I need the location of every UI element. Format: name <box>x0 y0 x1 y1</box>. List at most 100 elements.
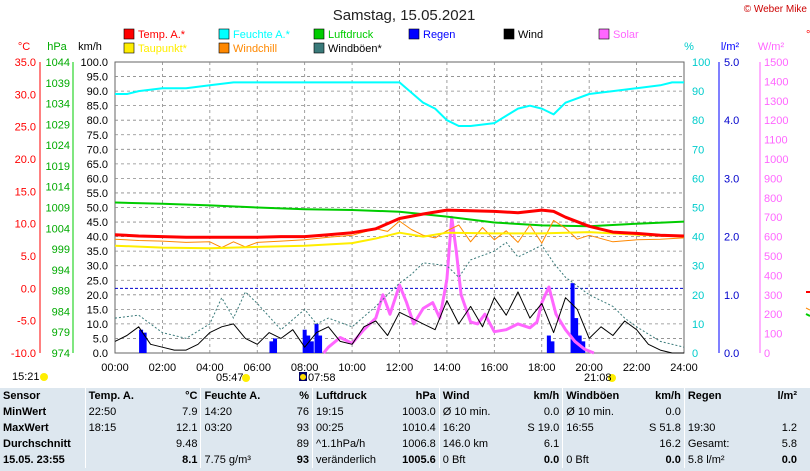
wind-tick-label: 85.0 <box>87 101 108 113</box>
x-tick-label: 10:00 <box>338 362 366 374</box>
solar-tick-label: 700 <box>764 212 782 224</box>
table-cell: 03:20 <box>200 420 276 436</box>
legend-label-2: Luftdruck <box>328 29 374 41</box>
table-cell: 146.0 km <box>438 436 514 452</box>
wind-tick-label: 15.0 <box>87 304 108 316</box>
chart-legend: Temp. A.* Feuchte A.* Luftdruck Regen Wind So… <box>123 28 639 55</box>
axis-unit-labels: °C hPa km/h % l/m² W/m² <box>18 41 785 53</box>
table-row: Durchschnitt 9.48 89 ^1.1hPa/h 1006.8 146.0 k… <box>0 436 800 452</box>
rain-bar <box>142 332 147 353</box>
table-cell <box>754 404 800 420</box>
table-cell: 0.0 <box>665 454 681 466</box>
rain-tick-label: 3.0 <box>724 173 739 185</box>
table-cell: 14:20 <box>200 404 276 420</box>
wind-tick-label: 30.0 <box>87 261 108 273</box>
table-cell: 12.1 <box>176 422 198 434</box>
humidity-tick-label: 90 <box>692 86 704 98</box>
solar-tick-label: 1200 <box>764 115 788 127</box>
wind-tick-label: 55.0 <box>87 188 108 200</box>
table-cell: 93 <box>296 422 310 434</box>
table-row: MaxWert 18:15 12.1 03:20 93 00:25 1010.4 16:20 S… <box>0 420 800 436</box>
legend-swatch-8 <box>313 42 325 54</box>
solar-unit-label: W/m² <box>758 41 785 53</box>
pressure-tick-label: 994 <box>52 265 70 277</box>
series-wind <box>114 291 684 354</box>
rain-bar <box>574 318 579 353</box>
pressure-tick-label: 1014 <box>46 182 70 194</box>
table-cell: 76 <box>296 406 310 418</box>
solar-tick-label: 1400 <box>764 76 788 88</box>
temp-tick-label: 35.0 <box>15 57 36 69</box>
x-tick-label: 12:00 <box>386 362 414 374</box>
table-header-row: Sensor Temp. A. °C Feuchte A.% Luftdruck hPa W… <box>0 388 800 404</box>
solar-tick-label: 900 <box>764 173 782 185</box>
rain-tick-label: 2.0 <box>724 232 739 244</box>
table-cell: 5.8 <box>781 438 797 450</box>
table-cell: 7.75 g/m³ <box>200 452 276 468</box>
table-cell: km/h <box>655 390 681 402</box>
table-cell: 0 Bft <box>438 452 514 468</box>
table-cell: 7.9 <box>182 406 198 418</box>
legend-swatch-3 <box>408 28 420 40</box>
table-cell: 9.48 <box>176 438 198 450</box>
table-cell: 16.2 <box>659 438 681 450</box>
wind-tick-label: 60.0 <box>87 173 108 185</box>
wind-tick-label: 35.0 <box>87 246 108 258</box>
table-cell: 89 <box>296 438 310 450</box>
legend-label-0: Temp. A.* <box>138 29 186 41</box>
rain-bar <box>570 283 575 353</box>
pressure-tick-label: 1034 <box>46 99 70 111</box>
legend-swatch-0 <box>123 28 135 40</box>
chart-axes: 35.0 30.0 25.0 20.0 15.0 10.0 5.0 0.0 -5.0 -10.0 1… <box>11 57 789 374</box>
wind-tick-label: 5.0 <box>93 333 108 345</box>
table-cell: ^1.1hPa/h <box>312 436 389 452</box>
chart-plot-area <box>114 81 685 355</box>
rain-bar <box>318 335 323 353</box>
chart-grid <box>114 61 685 354</box>
pressure-tick-label: 1009 <box>46 203 70 215</box>
temp-tick-label: 0.0 <box>21 283 36 295</box>
table-cell: 6.1 <box>543 438 560 450</box>
table-cell <box>84 452 153 468</box>
temp-tick-label: 25.0 <box>15 122 36 134</box>
copyright-link[interactable]: © Weber Mike <box>744 4 808 15</box>
table-cell: S 51.8 <box>649 422 681 434</box>
legend-swatch-4 <box>503 28 515 40</box>
wind-tick-label: 65.0 <box>87 159 108 171</box>
wind-tick-label: 0.0 <box>93 348 108 360</box>
solar-tick-label: 600 <box>764 232 782 244</box>
table-cell: MaxWert <box>3 422 49 434</box>
stats-table-panel: Sensor Temp. A. °C Feuchte A.% Luftdruck hPa W… <box>0 388 810 471</box>
table-cell: Windböen <box>562 388 636 404</box>
rain-bar <box>314 323 319 353</box>
table-cell: 0.0 <box>781 454 797 466</box>
table-cell: veränderlich <box>312 452 389 468</box>
table-cell: 18:15 <box>84 420 153 436</box>
wind-tick-label: 40.0 <box>87 232 108 244</box>
table-cell: 1003.0 <box>402 406 436 418</box>
wind-unit-label: km/h <box>78 41 102 53</box>
humidity-tick-label: 50 <box>692 203 704 215</box>
rain-unit-label: l/m² <box>721 41 740 53</box>
pressure-tick-label: 1029 <box>46 119 70 131</box>
legend-label-6: Taupunkt* <box>138 43 188 55</box>
wind-tick-label: 10.0 <box>87 319 108 331</box>
pressure-tick-label: 999 <box>52 244 70 256</box>
marker-time-label: 21:08 <box>584 372 612 384</box>
solar-tick-label: 1100 <box>764 135 788 147</box>
solar-tick-label: 1000 <box>764 154 788 166</box>
table-cell: 0.0 <box>665 406 681 418</box>
series-solar <box>322 215 595 355</box>
table-cell: Gesamt: <box>683 436 755 452</box>
table-cell: Luftdruck <box>312 388 389 404</box>
x-tick-label: 00:00 <box>101 362 129 374</box>
solar-tick-label: 1500 <box>764 57 788 69</box>
solar-tick-label: 500 <box>764 251 782 263</box>
table-cell: °C <box>185 390 198 402</box>
legend-swatch-1 <box>218 28 230 40</box>
table-cell: MinWert <box>3 406 47 418</box>
humidity-tick-label: 40 <box>692 232 704 244</box>
table-cell: 1006.8 <box>402 438 436 450</box>
x-tick-label: 06:00 <box>243 362 271 374</box>
rain-tick-label: 1.0 <box>724 290 739 302</box>
